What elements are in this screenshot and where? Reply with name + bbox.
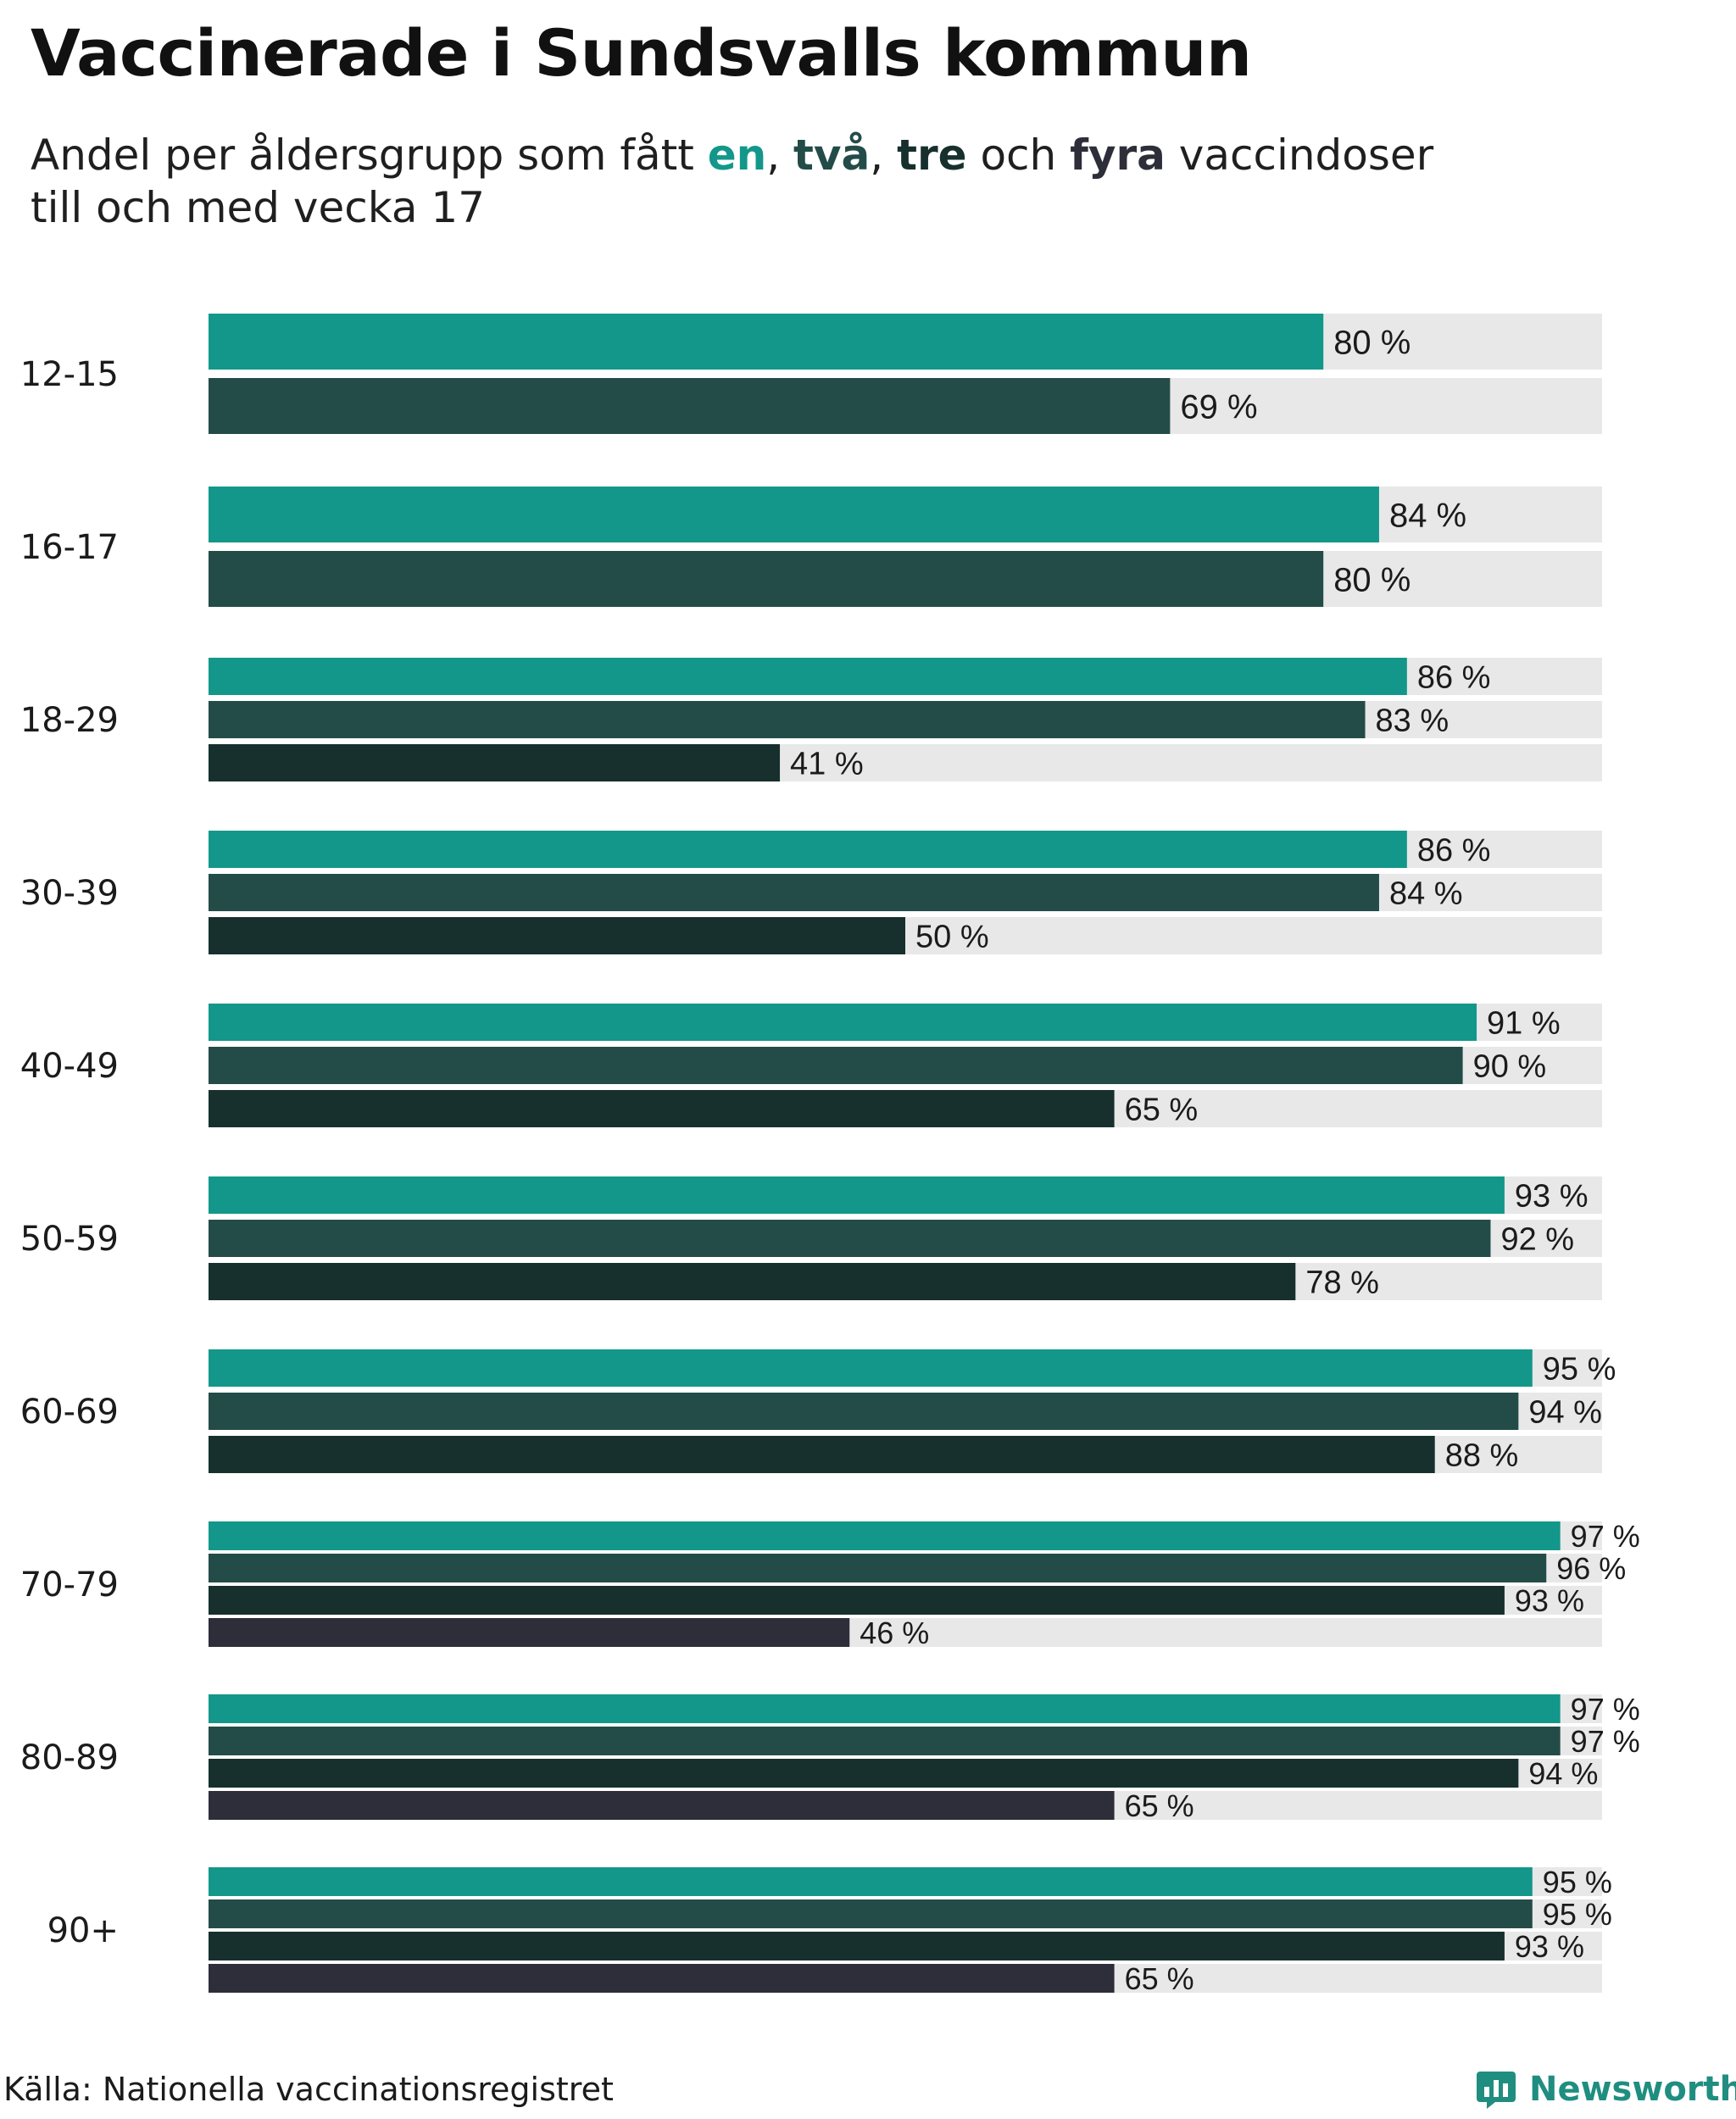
data-label: 94 %: [1528, 1395, 1602, 1431]
data-label: 65 %: [1125, 1788, 1194, 1823]
bar-en-16-17: [209, 487, 1379, 542]
data-label: 84 %: [1389, 876, 1463, 912]
data-label: 93 %: [1515, 1179, 1589, 1215]
bar-tre-30-39: [209, 917, 905, 954]
age-group-60-69: 60-69 95 % 94 %88 %: [20, 1349, 1616, 1474]
bar-en-40-49: [209, 1004, 1477, 1041]
bar-tre-50-59: [209, 1263, 1296, 1300]
bar-två-12-15: [209, 378, 1171, 434]
data-label: 93 %: [1515, 1583, 1584, 1618]
bar-en-90+: [209, 1867, 1533, 1896]
bar-en-70-79: [209, 1521, 1561, 1550]
data-label: 50 %: [915, 920, 989, 955]
bar-två-18-29: [209, 701, 1366, 738]
data-label: 92 %: [1500, 1222, 1574, 1258]
bar-en-12-15: [209, 314, 1324, 370]
data-label: 90 %: [1473, 1049, 1547, 1085]
bar-fyra-90+: [209, 1964, 1115, 1993]
data-label: 41 %: [790, 747, 864, 782]
bar-tre-90+: [209, 1932, 1505, 1960]
subtitle-suffix: vaccindoser: [1165, 131, 1434, 180]
y-tick-label: 16-17: [20, 528, 119, 567]
bar-två-50-59: [209, 1220, 1491, 1257]
y-tick-label: 30-39: [20, 874, 119, 913]
bar-två-30-39: [209, 874, 1379, 911]
data-label: 95 %: [1543, 1352, 1616, 1388]
y-tick-label: 40-49: [20, 1047, 119, 1086]
bar-tre-60-69: [209, 1436, 1435, 1473]
newsworthy-logo-icon: [1477, 2072, 1516, 2109]
age-group-70-79: 70-79 97 %96 %93 % 46 %: [20, 1519, 1640, 1650]
brand-name: Newsworthy: [1529, 2070, 1736, 2109]
bar-fyra-80-89: [209, 1791, 1115, 1820]
data-label: 86 %: [1417, 833, 1491, 869]
legend-dose-two: två: [793, 131, 871, 180]
bar-chart: 12-15 80 % 69 % 16-17 84 % 80 % 18-29 86 % 83 % 4…: [20, 314, 1640, 1996]
data-label: 65 %: [1125, 1093, 1199, 1128]
bar-en-50-59: [209, 1176, 1505, 1214]
bar-en-80-89: [209, 1694, 1561, 1723]
chart-title: Vaccinerade i Sundsvalls kommun: [31, 15, 1252, 91]
age-group-40-49: 40-49 91 % 90 % 65 %: [20, 1004, 1602, 1128]
bar-tre-70-79: [209, 1586, 1505, 1615]
data-label: 80 %: [1333, 561, 1410, 598]
bar-två-16-17: [209, 551, 1324, 607]
bar-en-18-29: [209, 658, 1407, 695]
bar-tre-18-29: [209, 744, 781, 781]
data-label: 97 %: [1571, 1724, 1640, 1759]
subtitle-prefix: Andel per åldersgrupp som fått: [31, 131, 708, 180]
legend-dose-four: fyra: [1070, 131, 1166, 180]
bar-två-90+: [209, 1899, 1533, 1928]
age-group-18-29: 18-29 86 % 83 % 41 %: [20, 658, 1602, 782]
bar-en-60-69: [209, 1349, 1533, 1387]
legend-dose-three: tre: [897, 131, 967, 180]
data-label: 96 %: [1556, 1551, 1626, 1586]
y-tick-label: 18-29: [20, 701, 119, 740]
data-label: 95 %: [1543, 1897, 1612, 1932]
age-group-12-15: 12-15 80 % 69 %: [20, 314, 1602, 434]
subtitle-separator-1: ,: [766, 131, 794, 180]
age-group-50-59: 50-59 93 % 92 % 78 %: [20, 1176, 1602, 1301]
bar-tre-40-49: [209, 1090, 1115, 1127]
brand: Newsworthy: [1475, 2068, 1736, 2111]
subtitle-separator-3: och: [966, 131, 1071, 180]
data-label: 80 %: [1333, 324, 1410, 361]
bar-två-60-69: [209, 1393, 1519, 1430]
data-label: 78 %: [1305, 1265, 1379, 1301]
y-tick-label: 50-59: [20, 1220, 119, 1259]
bar-fyra-70-79: [209, 1618, 850, 1647]
chart-subtitle: Andel per åldersgrupp som fått en, två, …: [31, 129, 1641, 234]
age-group-16-17: 16-17 84 % 80 %: [20, 487, 1602, 607]
bar-en-30-39: [209, 831, 1407, 868]
source-note: Källa: Nationella vaccinationsregistret: [3, 2071, 614, 2108]
bar-två-70-79: [209, 1554, 1547, 1582]
subtitle-separator-2: ,: [870, 131, 898, 180]
data-label: 93 %: [1515, 1929, 1584, 1964]
bar-tre-80-89: [209, 1759, 1519, 1788]
data-label: 88 %: [1445, 1438, 1519, 1474]
subtitle-period: till och med vecka 17: [31, 183, 486, 232]
data-label: 83 %: [1376, 704, 1449, 739]
data-label: 95 %: [1543, 1865, 1612, 1899]
y-tick-label: 70-79: [20, 1566, 119, 1605]
y-tick-label: 90+: [47, 1911, 119, 1950]
bar-två-40-49: [209, 1047, 1463, 1084]
data-label: 97 %: [1571, 1692, 1640, 1727]
age-group-90+: 90+95 %95 %93 %65 %: [47, 1865, 1612, 1996]
data-label: 91 %: [1487, 1006, 1561, 1042]
data-label: 69 %: [1180, 388, 1257, 425]
data-label: 65 %: [1125, 1961, 1194, 1996]
legend-dose-one: en: [707, 131, 767, 180]
data-label: 94 %: [1528, 1756, 1598, 1791]
y-tick-label: 12-15: [20, 355, 119, 394]
data-label: 86 %: [1417, 660, 1491, 696]
bar-två-80-89: [209, 1727, 1561, 1755]
y-tick-label: 80-89: [20, 1738, 119, 1777]
data-label: 84 %: [1389, 497, 1466, 534]
age-group-30-39: 30-39 86 % 84 % 50 %: [20, 831, 1602, 955]
data-label: 46 %: [860, 1616, 929, 1650]
y-tick-label: 60-69: [20, 1393, 119, 1432]
data-label: 97 %: [1571, 1519, 1640, 1554]
